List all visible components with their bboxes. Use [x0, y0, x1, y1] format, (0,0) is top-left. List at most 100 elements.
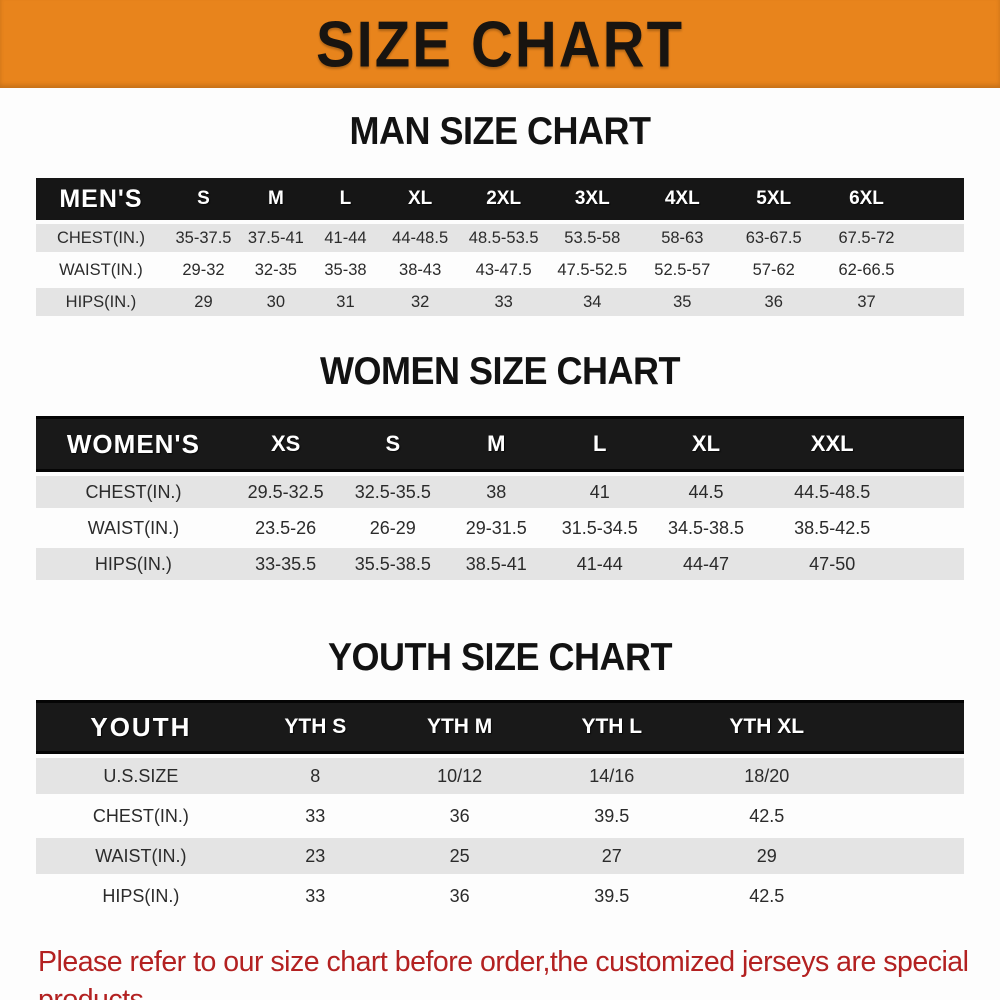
header-spacer	[904, 416, 964, 472]
row-label: CHEST(IN.)	[36, 224, 166, 252]
women-size-table-wrap: WOMEN'S XS S M L XL XXL CHEST(IN.) 29.5-32.5 32.5…	[36, 412, 964, 584]
size-column-header: YTH XL	[689, 700, 845, 754]
size-value-cell: 58-63	[637, 224, 728, 252]
size-value-cell: 35.5-38.5	[340, 548, 446, 580]
man-size-chart-title: MAN SIZE CHART	[349, 108, 652, 153]
table-row: WAIST(IN.) 29-32 32-35 35-38 38-43 43-47.5 47.…	[36, 256, 964, 284]
header-spacer	[844, 700, 964, 754]
row-label: HIPS(IN.)	[36, 878, 246, 914]
size-column-header: M	[241, 178, 311, 220]
size-value-cell: 44-48.5	[380, 224, 461, 252]
size-value-cell: 62-66.5	[820, 256, 913, 284]
size-value-cell: 53.5-58	[547, 224, 638, 252]
row-label: HIPS(IN.)	[36, 548, 231, 580]
size-value-cell: 34.5-38.5	[652, 512, 760, 544]
row-label: WAIST(IN.)	[36, 256, 166, 284]
size-value-cell: 39.5	[534, 878, 690, 914]
size-column-header: YTH S	[245, 700, 385, 754]
size-value-cell: 33	[245, 798, 385, 834]
size-column-header: XL	[380, 178, 461, 220]
size-value-cell: 44-47	[652, 548, 760, 580]
banner: SIZE CHART	[0, 0, 1000, 88]
size-value-cell: 47-50	[759, 548, 905, 580]
row-label: HIPS(IN.)	[36, 288, 166, 316]
youth-size-chart-title: YOUTH SIZE CHART	[327, 634, 673, 679]
size-value-cell: 31	[310, 288, 381, 316]
size-value-cell: 33	[245, 878, 385, 914]
table-header-label: WOMEN'S	[36, 416, 231, 472]
row-spacer	[904, 548, 964, 580]
size-value-cell: 67.5-72	[820, 224, 913, 252]
row-spacer	[912, 256, 964, 284]
size-value-cell: 29	[689, 838, 845, 874]
size-column-header: 6XL	[820, 178, 913, 220]
size-value-cell: 35-37.5	[165, 224, 242, 252]
size-column-header: 5XL	[727, 178, 821, 220]
size-value-cell: 36	[384, 878, 535, 914]
table-row: U.S.SIZE 8 10/12 14/16 18/20	[36, 758, 964, 794]
size-value-cell: 14/16	[534, 758, 690, 794]
size-column-header: YTH M	[384, 700, 535, 754]
row-spacer	[912, 224, 964, 252]
size-value-cell: 27	[534, 838, 690, 874]
table-header-row: MEN'S S M L XL 2XL 3XL 4XL 5XL 6XL	[36, 178, 964, 220]
size-value-cell: 32	[380, 288, 461, 316]
size-value-cell: 23	[245, 838, 385, 874]
size-value-cell: 43-47.5	[460, 256, 548, 284]
size-value-cell: 29-32	[165, 256, 242, 284]
table-row: CHEST(IN.) 33 36 39.5 42.5	[36, 798, 964, 834]
man-size-table: MEN'S S M L XL 2XL 3XL 4XL 5XL 6XL CHEST(IN.) 35-37…	[36, 174, 964, 320]
table-row: WAIST(IN.) 23.5-26 26-29 29-31.5 31.5-34.5 34…	[36, 512, 964, 544]
table-row: HIPS(IN.) 33 36 39.5 42.5	[36, 878, 964, 914]
size-value-cell: 25	[384, 838, 535, 874]
row-label: CHEST(IN.)	[36, 476, 231, 508]
size-value-cell: 33-35.5	[230, 548, 341, 580]
size-value-cell: 35-38	[310, 256, 381, 284]
size-column-header: S	[165, 178, 242, 220]
size-value-cell: 26-29	[340, 512, 446, 544]
size-value-cell: 23.5-26	[230, 512, 341, 544]
table-row: WAIST(IN.) 23 25 27 29	[36, 838, 964, 874]
size-value-cell: 32.5-35.5	[340, 476, 446, 508]
row-spacer	[904, 512, 964, 544]
size-column-header: M	[445, 416, 548, 472]
size-column-header: S	[340, 416, 446, 472]
size-value-cell: 44.5	[652, 476, 760, 508]
header-spacer	[912, 178, 964, 220]
size-value-cell: 29-31.5	[445, 512, 548, 544]
size-value-cell: 35	[637, 288, 728, 316]
youth-size-table-wrap: YOUTH YTH S YTH M YTH L YTH XL U.S.SIZE 8 10/12…	[36, 696, 964, 918]
size-value-cell: 34	[547, 288, 638, 316]
row-label: CHEST(IN.)	[36, 798, 246, 834]
size-value-cell: 41	[547, 476, 653, 508]
size-column-header: L	[310, 178, 381, 220]
table-row: CHEST(IN.) 29.5-32.5 32.5-35.5 38 41 44.5 44.5…	[36, 476, 964, 508]
size-value-cell: 42.5	[689, 798, 845, 834]
size-value-cell: 29.5-32.5	[230, 476, 341, 508]
size-value-cell: 44.5-48.5	[759, 476, 905, 508]
row-spacer	[844, 798, 964, 834]
size-value-cell: 39.5	[534, 798, 690, 834]
size-column-header: 4XL	[637, 178, 728, 220]
size-value-cell: 38-43	[380, 256, 461, 284]
size-column-header: 2XL	[460, 178, 548, 220]
table-row: CHEST(IN.) 35-37.5 37.5-41 41-44 44-48.5 48.5…	[36, 224, 964, 252]
size-value-cell: 36	[384, 798, 535, 834]
size-column-header: 3XL	[547, 178, 638, 220]
size-value-cell: 47.5-52.5	[547, 256, 638, 284]
size-column-header: YTH L	[534, 700, 690, 754]
size-value-cell: 38.5-42.5	[759, 512, 905, 544]
women-size-chart-title: WOMEN SIZE CHART	[320, 348, 680, 393]
size-value-cell: 18/20	[689, 758, 845, 794]
women-size-table: WOMEN'S XS S M L XL XXL CHEST(IN.) 29.5-32.5 32.5…	[36, 412, 964, 584]
row-spacer	[844, 758, 964, 794]
row-label: U.S.SIZE	[36, 758, 246, 794]
table-row: HIPS(IN.) 33-35.5 35.5-38.5 38.5-41 41-44 44-…	[36, 548, 964, 580]
row-spacer	[912, 288, 964, 316]
size-value-cell: 37	[820, 288, 913, 316]
size-value-cell: 31.5-34.5	[547, 512, 653, 544]
size-column-header: XXL	[759, 416, 905, 472]
row-spacer	[904, 476, 964, 508]
table-header-row: WOMEN'S XS S M L XL XXL	[36, 416, 964, 472]
row-label: WAIST(IN.)	[36, 838, 246, 874]
